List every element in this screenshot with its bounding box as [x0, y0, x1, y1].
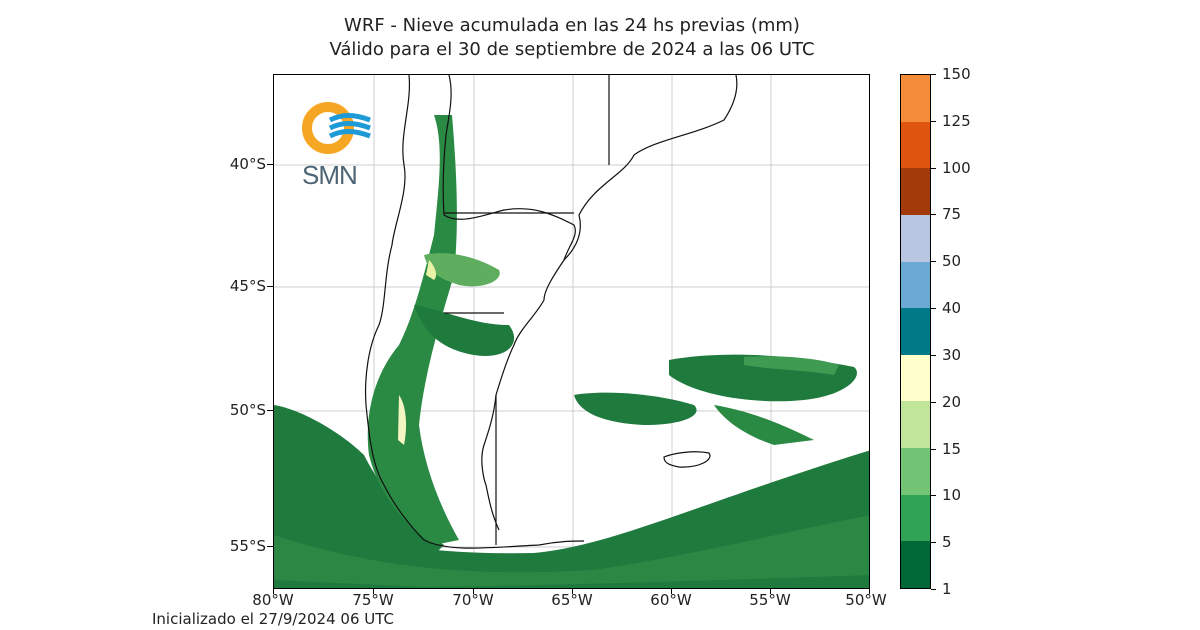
- smn-logo: [302, 102, 371, 154]
- colorbar-label: 40: [942, 299, 962, 318]
- lon-label-55: 55°W: [749, 591, 791, 609]
- map-panel: [273, 74, 870, 589]
- colorbar-segment: [901, 168, 930, 215]
- colorbar-label: 125: [942, 111, 971, 130]
- lon-label-50: 50°W: [845, 591, 887, 609]
- colorbar-segment: [901, 74, 930, 122]
- lon-label-65: 65°W: [551, 591, 593, 609]
- lat-label-50: 50°S: [229, 401, 266, 419]
- colorbar-label: 15: [942, 439, 962, 458]
- colorbar-segment: [901, 401, 930, 449]
- colorbar-label: 20: [942, 392, 962, 411]
- colorbar-tick: [931, 354, 936, 356]
- colorbar-segment: [901, 541, 930, 588]
- snow-field-layer: [274, 115, 869, 588]
- colorbar-tick: [931, 401, 936, 403]
- colorbar-tick: [931, 589, 936, 590]
- colorbar-tick: [931, 167, 936, 169]
- colorbar-label: 75: [942, 205, 962, 224]
- colorbar-tick: [931, 542, 936, 544]
- logo-text: SMN: [302, 160, 358, 190]
- lon-tick: [572, 589, 573, 594]
- colorbar: [900, 74, 931, 589]
- colorbar-label: 50: [942, 252, 962, 271]
- coastline-layer: [365, 75, 738, 549]
- lat-tick: [267, 410, 273, 411]
- colorbar-segment: [901, 494, 930, 542]
- lon-label-80: 80°W: [252, 591, 294, 609]
- map-canvas: [274, 75, 869, 588]
- lon-tick: [869, 589, 870, 594]
- colorbar-label: 100: [942, 158, 971, 177]
- lon-tick: [473, 589, 474, 594]
- colorbar-segment: [901, 261, 930, 309]
- colorbar-label: 30: [942, 345, 962, 364]
- colorbar-segment: [901, 308, 930, 355]
- title-line-2: Válido para el 30 de septiembre de 2024 …: [329, 39, 815, 60]
- colorbar-tick: [931, 448, 936, 450]
- lat-tick: [267, 286, 273, 287]
- chart-title: WRF - Nieve acumulada en las 24 hs previ…: [272, 14, 872, 62]
- colorbar-label: 10: [942, 486, 962, 505]
- lat-tick: [267, 546, 273, 547]
- lon-label-70: 70°W: [452, 591, 494, 609]
- colorbar-tick: [931, 308, 936, 310]
- colorbar-tick: [931, 120, 936, 122]
- lon-tick: [770, 589, 771, 594]
- lon-label-60: 60°W: [650, 591, 692, 609]
- lat-tick: [267, 164, 273, 165]
- lon-tick: [273, 589, 274, 594]
- lon-label-75: 75°W: [352, 591, 394, 609]
- colorbar-tick: [931, 495, 936, 497]
- colorbar-segment: [901, 354, 930, 402]
- colorbar-label: 1: [942, 580, 952, 598]
- colorbar-label: 5: [942, 533, 952, 552]
- colorbar-tick: [931, 74, 936, 75]
- lon-tick: [671, 589, 672, 594]
- colorbar-tick: [931, 214, 936, 216]
- colorbar-segment: [901, 214, 930, 262]
- colorbar-segment: [901, 448, 930, 495]
- lon-tick: [373, 589, 374, 594]
- colorbar-tick: [931, 261, 936, 263]
- lat-label-55: 55°S: [229, 537, 266, 555]
- lat-label-45: 45°S: [229, 277, 266, 295]
- colorbar-segment: [901, 121, 930, 169]
- colorbar-label: 150: [942, 65, 971, 83]
- title-line-1: WRF - Nieve acumulada en las 24 hs previ…: [344, 15, 800, 36]
- init-timestamp: Inicializado el 27/9/2024 06 UTC: [152, 610, 395, 628]
- lat-label-40: 40°S: [229, 155, 266, 173]
